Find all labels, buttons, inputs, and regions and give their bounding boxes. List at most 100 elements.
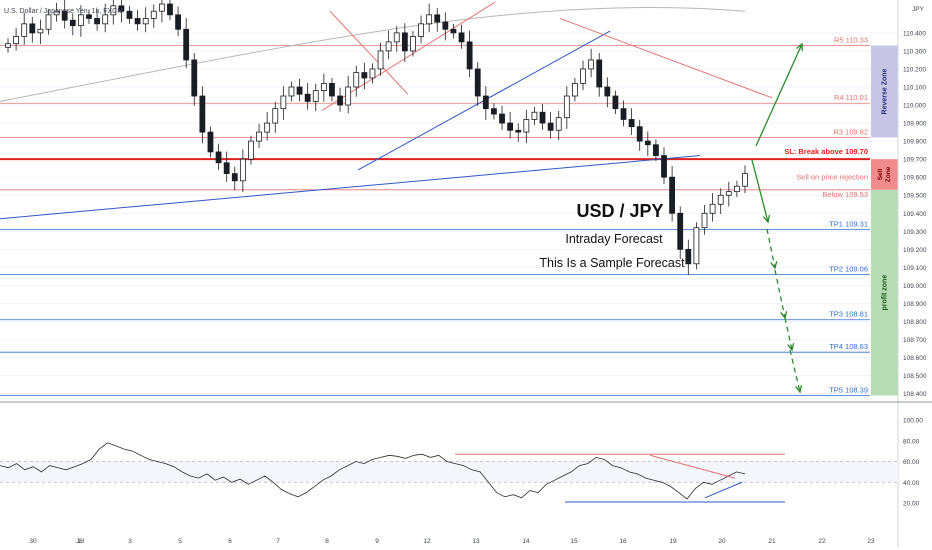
candle-body-73 [596, 59, 603, 88]
zone-label-2: profit zone [881, 275, 888, 311]
candle-body-84 [685, 248, 692, 265]
arrow-down-5-shaft [789, 349, 801, 393]
candle-body-42 [345, 86, 352, 106]
time-tick-4: 5 [178, 538, 182, 545]
rsi-tick-2: 60.00 [903, 459, 920, 466]
time-tick-17: 22 [818, 538, 826, 545]
candle-body-10 [86, 14, 92, 19]
price-tick-17: 108.700 [903, 337, 927, 344]
arrow-down-2-head [770, 261, 778, 270]
price-tick-2: 110.200 [903, 66, 926, 73]
rsi-tick-3: 40.00 [903, 480, 920, 487]
candle-body-47 [385, 41, 392, 52]
price-tick-10: 109.400 [903, 211, 927, 218]
candle-body-39 [320, 82, 327, 92]
candle-body-55 [450, 28, 457, 34]
price-currency-label: JPY [912, 6, 925, 13]
candle-body-24 [199, 95, 206, 133]
candle-body-16 [134, 18, 141, 25]
candle-body-88 [717, 194, 724, 205]
candle-body-81 [661, 155, 667, 178]
time-tick-3: 3 [128, 538, 132, 545]
long-blue-trendline [0, 155, 701, 220]
forecast-arrows [751, 42, 803, 394]
candle-body-80 [653, 144, 659, 156]
candle-body-52 [426, 14, 433, 25]
price-tick-15: 108.900 [903, 301, 927, 308]
price-tick-0: 110.400 [903, 30, 926, 37]
candle-body-13 [110, 5, 117, 16]
candle-body-89 [725, 191, 732, 196]
candle-body-79 [644, 140, 651, 146]
candle-body-48 [393, 32, 400, 43]
candle-body-8 [69, 19, 76, 27]
candle-body-82 [669, 176, 676, 214]
candle-body-77 [628, 119, 635, 128]
candle-body-58 [474, 68, 481, 97]
candle-body-25 [207, 131, 214, 153]
candle-body-36 [296, 86, 303, 95]
zone-label-1-1: Zone [885, 166, 892, 182]
candle-body-28 [231, 173, 238, 182]
rsi-panel: 100.00 80.00 60.00 40.00 20.00 [0, 401, 932, 508]
arrow-down-3-shaft [774, 269, 786, 319]
arrow-up-shaft [755, 43, 803, 147]
time-tick-0: 30 [29, 538, 37, 545]
price-tick-13: 109.100 [903, 265, 927, 272]
candle-body-7 [61, 10, 68, 21]
time-tick-6: 7 [276, 538, 280, 545]
candle-body-34 [280, 95, 287, 110]
candle-body-44 [361, 72, 368, 79]
levels: R5 110.33 R4 110.01 R3 109.82 SL: Break abo… [0, 36, 870, 396]
candle-body-91 [742, 173, 748, 187]
candle-body-23 [191, 59, 198, 97]
level-label-10: TP5 108.39 [829, 386, 868, 395]
arrow-down-5-head [795, 385, 803, 394]
candle-body-46 [377, 50, 384, 70]
candle-body-53 [434, 14, 441, 23]
price-tick-7: 109.700 [903, 157, 927, 164]
level-label-2: R3 109.82 [833, 128, 868, 137]
price-tick-6: 109.800 [903, 139, 927, 146]
time-tick-5: 6 [228, 538, 232, 545]
candle-body-3 [29, 23, 36, 34]
price-tick-5: 109.900 [903, 121, 927, 128]
price-tick-11: 109.300 [903, 229, 927, 236]
time-tick-12: 15 [570, 538, 578, 545]
price-tick-3: 110.100 [903, 84, 926, 91]
candle-body-70 [572, 82, 578, 97]
candle-body-49 [401, 32, 408, 52]
price-tick-19: 108.500 [903, 373, 927, 380]
candle-body-38 [312, 90, 319, 102]
candle-body-71 [580, 68, 586, 84]
arrow-down-2-shaft [766, 228, 776, 269]
candle-body-0 [5, 43, 11, 48]
time-tick-7: 8 [325, 538, 329, 545]
price-tick-9: 109.500 [903, 193, 927, 200]
candle-body-35 [288, 86, 295, 97]
candle-body-40 [329, 82, 335, 97]
time-tick-11: 14 [522, 538, 530, 545]
candle-body-87 [709, 203, 716, 214]
candle-body-43 [353, 72, 360, 88]
time-tick-10: 13 [472, 538, 480, 545]
candle-body-15 [126, 10, 133, 19]
price-tick-18: 108.600 [903, 355, 927, 362]
candle-body-63 [515, 129, 522, 133]
candle-body-6 [53, 10, 60, 16]
price-tick-12: 109.200 [903, 247, 927, 254]
candle-body-65 [531, 111, 538, 120]
time-tick-1: Jul [76, 538, 85, 545]
candle-body-51 [418, 23, 424, 37]
candle-body-29 [239, 158, 246, 182]
level-label-1: R4 110.01 [834, 93, 868, 102]
level-label-8: TP3 108.81 [829, 310, 868, 319]
chart-symbol-title: U.S. Dollar / Japanese Yen, 1h, FXCM [4, 8, 123, 15]
candle-body-5 [45, 14, 52, 30]
candle-body-76 [620, 108, 627, 120]
price-tick-16: 108.800 [903, 319, 927, 326]
candle-body-14 [118, 5, 125, 12]
candle-body-59 [482, 95, 489, 110]
rsi-tick-4: 20.00 [903, 501, 920, 508]
